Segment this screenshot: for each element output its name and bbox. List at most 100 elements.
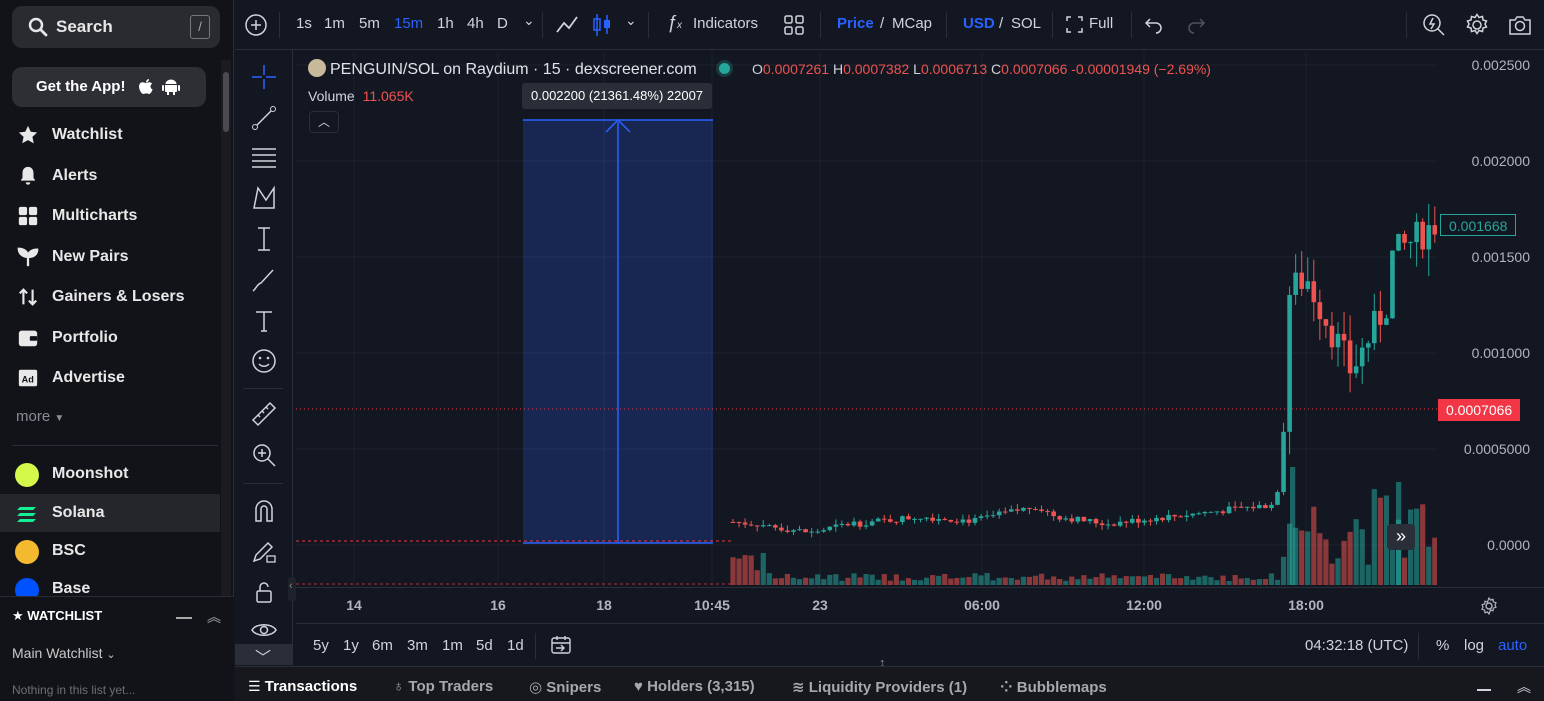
expand-up-icon[interactable]: ︽ — [1517, 679, 1531, 695]
chevron-down-icon[interactable]: ⌄ — [523, 12, 535, 28]
tab-holders[interactable]: ♥ Holders (3,315) — [634, 678, 755, 695]
candles-icon[interactable] — [591, 12, 613, 38]
price-axis[interactable]: 0.002500 0.002000 0.001500 0.001000 0.00… — [1437, 52, 1544, 587]
volume-bar — [1190, 579, 1196, 585]
chevron-down-icon[interactable]: ⌄ — [625, 12, 637, 28]
camera-icon[interactable] — [1508, 14, 1532, 36]
emoji-icon[interactable] — [250, 347, 278, 375]
tab-liquidity-providers[interactable]: ≋ Liquidity Providers (1) — [792, 678, 967, 696]
sidebar-item-gainers-losers[interactable]: Gainers & Losers — [0, 279, 220, 315]
sidebar-scrollbar[interactable] — [221, 60, 231, 596]
candle-body — [1045, 511, 1050, 513]
get-app-button[interactable]: Get the App! — [12, 67, 206, 107]
range-5y[interactable]: 5y — [313, 637, 329, 654]
range-6m[interactable]: 6m — [372, 637, 393, 654]
settings-icon[interactable] — [1465, 13, 1489, 37]
tab-transactions[interactable]: ☰ Transactions — [248, 678, 357, 695]
range-5d[interactable]: 5d — [476, 637, 493, 654]
range-3m[interactable]: 3m — [407, 637, 428, 654]
fullscreen-icon[interactable] — [1066, 16, 1083, 33]
redo-icon[interactable] — [1186, 16, 1206, 34]
collapse-up-icon[interactable]: ︽ — [207, 609, 221, 625]
interval-1m[interactable]: 1m — [324, 15, 345, 32]
layout-grid-icon[interactable] — [784, 15, 804, 35]
sidebar-scroll-thumb[interactable] — [223, 72, 229, 132]
tab-bubblemaps[interactable]: ⁘ Bubblemaps — [1000, 678, 1107, 696]
percent-toggle[interactable]: % — [1436, 637, 1450, 654]
chain-moonshot[interactable]: Moonshot — [0, 455, 220, 493]
interval-5m[interactable]: 5m — [359, 15, 380, 32]
tab-top-traders[interactable]: ♁ Top Traders — [393, 678, 493, 695]
medal-icon: ♁ — [393, 678, 405, 695]
tools-scroll-down-button[interactable]: ﹀ — [235, 644, 293, 667]
sidebar-item-alerts[interactable]: Alerts — [0, 158, 220, 194]
price-toggle[interactable]: Price — [837, 15, 874, 32]
candle-body — [754, 525, 760, 527]
axis-settings-icon[interactable] — [1480, 597, 1498, 615]
lock-icon[interactable] — [250, 578, 278, 606]
candle-body — [779, 527, 784, 531]
usd-toggle[interactable]: USD — [963, 15, 995, 32]
resize-handle-icon[interactable]: ↕ — [879, 655, 886, 670]
undo-icon[interactable] — [1144, 16, 1164, 34]
chart-pane[interactable]: PENGUIN/SOL on Raydium · 15 · dexscreene… — [296, 52, 1437, 587]
sol-toggle[interactable]: SOL — [1011, 15, 1042, 32]
goto-date-icon[interactable] — [550, 634, 572, 656]
auto-toggle[interactable]: auto — [1498, 637, 1528, 654]
log-toggle[interactable]: log — [1464, 637, 1485, 654]
collapse-tools-handle[interactable]: ‹ — [288, 577, 296, 601]
add-symbol-icon[interactable] — [244, 13, 268, 37]
trendline-icon[interactable] — [250, 104, 278, 132]
fib-lines-icon[interactable] — [250, 144, 278, 172]
volume-bar — [990, 580, 996, 585]
sidebar-item-advertise[interactable]: Ad Advertise — [0, 360, 220, 396]
eye-icon[interactable] — [250, 616, 278, 644]
minimize-icon[interactable] — [176, 617, 192, 619]
sidebar-item-portfolio[interactable]: Portfolio — [0, 320, 220, 356]
more-button[interactable]: more ▼ — [16, 408, 64, 425]
sidebar-item-multicharts[interactable]: Multicharts — [0, 198, 220, 234]
mcap-toggle[interactable]: MCap — [892, 15, 933, 32]
collapse-legend-button[interactable]: ︿ — [309, 111, 339, 133]
quick-search-icon[interactable] — [1422, 13, 1446, 37]
chain-label: Solana — [52, 504, 105, 521]
pattern-icon[interactable] — [250, 184, 278, 212]
candle-body — [1154, 517, 1159, 522]
time-axis[interactable]: 14 16 18 10:45 23 06:00 12:00 18:00 — [296, 587, 1544, 623]
divider — [1131, 12, 1132, 38]
line-chart-icon[interactable] — [555, 14, 581, 36]
zoom-in-icon[interactable] — [250, 441, 278, 469]
measure-range-icon[interactable] — [250, 225, 278, 253]
ruler-icon[interactable] — [250, 400, 278, 428]
indicators-button[interactable]: Indicators — [693, 15, 759, 32]
minimize-icon[interactable] — [1477, 689, 1491, 691]
interval-1s[interactable]: 1s — [296, 15, 312, 32]
text-tool-icon[interactable] — [250, 307, 278, 335]
brush-icon[interactable] — [250, 266, 278, 294]
crosshair-icon[interactable] — [250, 63, 278, 91]
sidebar-item-watchlist[interactable]: Watchlist — [0, 117, 220, 153]
watchlist-selector[interactable]: Main Watchlist ⌄ — [12, 645, 116, 661]
interval-1h[interactable]: 1h — [437, 15, 454, 32]
price-chart[interactable] — [296, 52, 1437, 587]
divider — [1406, 12, 1407, 38]
tab-label: Bubblemaps — [1016, 679, 1107, 696]
range-1m[interactable]: 1m — [442, 637, 463, 654]
tab-snipers[interactable]: ◎ Snipers — [529, 678, 601, 696]
utc-clock[interactable]: 04:32:18 (UTC) — [1305, 637, 1409, 654]
full-button[interactable]: Full — [1089, 15, 1114, 32]
interval-d[interactable]: D — [497, 15, 508, 32]
scroll-to-realtime-button[interactable]: » — [1387, 524, 1415, 550]
chain-solana[interactable]: Solana — [0, 494, 220, 532]
range-1d[interactable]: 1d — [507, 637, 524, 654]
volume-label: Volume — [308, 88, 355, 104]
pencil-lock-icon[interactable] — [250, 537, 278, 565]
interval-15m[interactable]: 15m — [394, 15, 424, 32]
sidebar-item-new-pairs[interactable]: New Pairs — [0, 239, 220, 275]
magnet-icon[interactable] — [250, 497, 278, 525]
interval-4h[interactable]: 4h — [467, 15, 484, 32]
search-button[interactable]: Search / — [12, 6, 220, 48]
chain-bsc[interactable]: BSC — [0, 532, 220, 570]
low-value: 0.0006713 — [920, 61, 988, 77]
range-1y[interactable]: 1y — [343, 637, 359, 654]
